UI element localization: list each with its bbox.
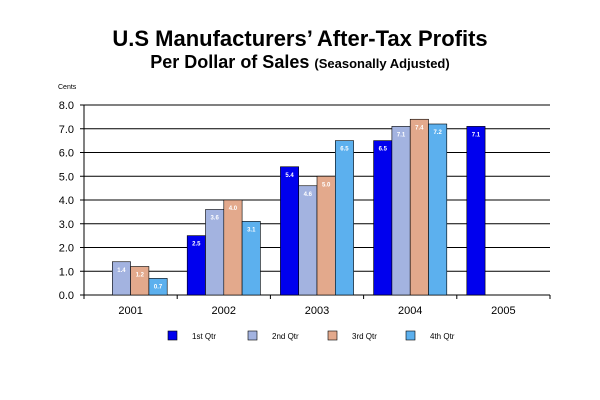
data-label: 7.4 [415,125,424,131]
legend-label: 3rd Qtr [352,332,377,341]
chart-title-sub: (Seasonally Adjusted) [314,56,450,71]
bar [298,185,318,296]
data-label: 2.5 [192,242,201,248]
y-tick-label: 8.0 [59,100,74,112]
bar [130,266,150,296]
data-label: 7.1 [472,132,481,138]
y-tick-label: 1.0 [59,266,74,278]
bar [223,199,243,296]
x-tick-label: 2001 [118,305,142,317]
chart-title-line2: Per Dollar of Sales (Seasonally Adjusted… [0,52,600,73]
legend-swatch [405,330,416,341]
y-tick-label: 5.0 [59,171,74,183]
legend-label: 4th Qtr [430,332,455,341]
data-label: 3.1 [247,227,256,233]
bar [466,126,486,296]
data-label: 1.4 [117,268,126,274]
x-tick-label: 2003 [305,305,329,317]
y-axis-label: Cents [58,84,77,91]
bar [280,166,299,296]
bar [334,140,354,296]
bar [112,261,131,296]
bar [391,126,411,296]
legend-label: 1st Qtr [192,332,216,341]
x-tick-label: 2002 [212,305,236,317]
y-tick-label: 4.0 [59,195,74,207]
data-label: 0.7 [154,284,163,290]
y-tick-label: 0.0 [59,290,74,302]
data-label: 3.6 [210,216,219,222]
bar [205,209,225,296]
legend-label: 2nd Qtr [272,332,299,341]
data-label: 5.0 [322,182,331,188]
y-tick-label: 3.0 [59,219,74,231]
data-label: 4.6 [304,192,313,198]
bar [316,175,336,296]
x-tick-label: 2005 [491,305,515,317]
bar [428,123,448,296]
data-label: 7.1 [397,132,406,138]
legend-swatch [247,330,258,341]
data-label: 6.5 [340,147,349,153]
bar [409,118,429,296]
y-tick-label: 6.0 [59,148,74,160]
legend-swatch [167,330,178,341]
data-label: 6.5 [379,147,388,153]
bar [373,140,393,296]
y-tick-label: 7.0 [59,124,74,136]
x-tick-label: 2004 [398,305,422,317]
bar [148,278,168,296]
data-label: 1.2 [136,273,145,279]
y-tick-label: 2.0 [59,243,74,255]
chart-title-main: Per Dollar of Sales [150,52,310,72]
data-label: 4.0 [229,206,238,212]
legend-swatch [327,330,338,341]
data-label: 7.2 [433,130,442,136]
data-label: 5.4 [285,173,294,179]
chart-title-line1: U.S Manufacturers’ After-Tax Profits [112,26,488,51]
bar [241,221,261,296]
